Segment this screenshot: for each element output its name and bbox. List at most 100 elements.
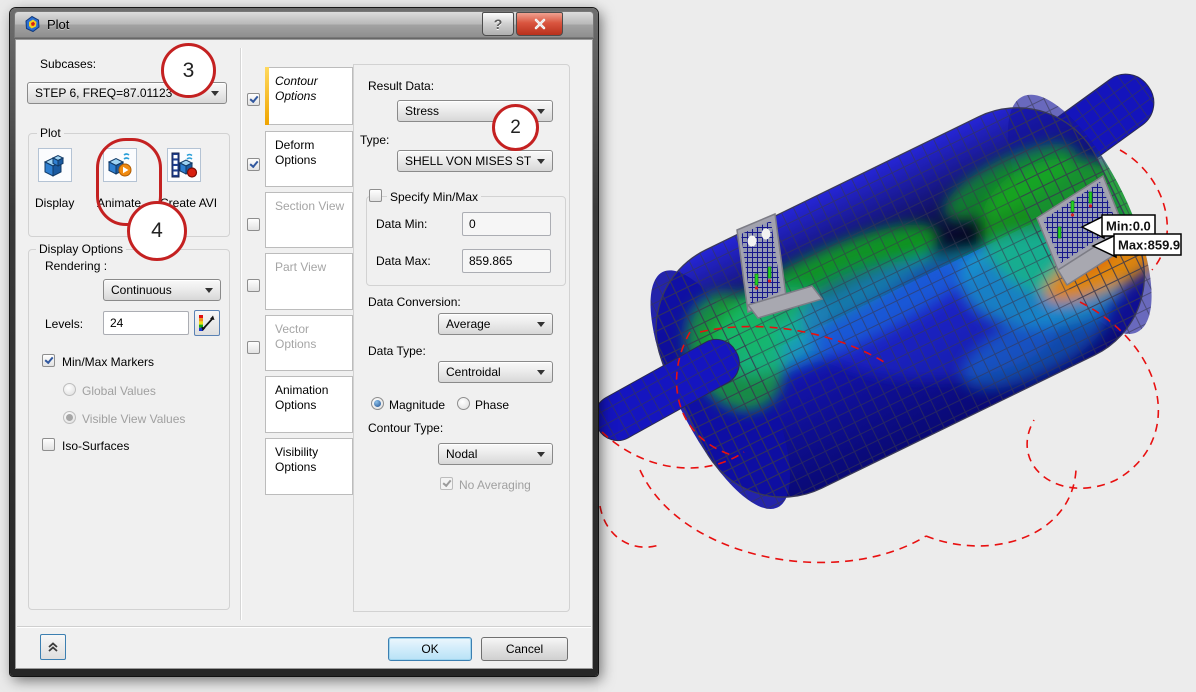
close-button[interactable] [516, 12, 563, 36]
subcases-value: STEP 6, FREQ=87.01123 [35, 86, 173, 100]
tab-contour-checkbox[interactable] [247, 93, 260, 106]
no-averaging-checkbox [440, 477, 453, 490]
chevron-up-double-icon [48, 642, 58, 652]
dropdown-arrow-icon [537, 109, 545, 118]
data-min-label: Data Min: [376, 217, 428, 231]
dropdown-arrow-icon [205, 288, 213, 297]
result-data-value: Stress [405, 104, 440, 118]
left-pipe [598, 338, 740, 442]
tab-part-checkbox[interactable] [247, 279, 260, 292]
rendering-value: Continuous [111, 283, 172, 297]
iso-surfaces-checkbox[interactable] [42, 438, 55, 451]
tab-animation-options[interactable]: Animation Options [265, 376, 353, 433]
rendering-dropdown[interactable]: Continuous [103, 279, 221, 301]
color-palette-arrow-icon [199, 315, 215, 331]
dropdown-arrow-icon [537, 452, 545, 461]
contour-type-label: Contour Type: [368, 421, 444, 435]
minmax-markers-checkbox[interactable] [42, 354, 55, 367]
data-conversion-label: Data Conversion: [368, 295, 461, 309]
minmax-markers-label[interactable]: Min/Max Markers [62, 355, 155, 369]
global-values-radio[interactable] [63, 383, 76, 396]
data-type-label: Data Type: [368, 344, 426, 358]
ok-button[interactable]: OK [388, 637, 472, 661]
data-max-input[interactable]: 859.865 [462, 249, 551, 273]
dropdown-arrow-icon [211, 91, 219, 100]
data-type-value: Centroidal [446, 365, 501, 379]
tab-visibility-options[interactable]: Visibility Options [265, 438, 353, 495]
data-max-value: 859.865 [469, 254, 513, 268]
annotation-circle-3: 3 [161, 43, 216, 98]
dropdown-arrow-icon [537, 322, 545, 331]
display-plot-button[interactable] [38, 148, 72, 182]
min-callout-label: Min:0.0 [1106, 219, 1151, 234]
tab-label: Contour Options [275, 74, 318, 103]
tab-vector-options[interactable]: Vector Options [265, 315, 353, 371]
close-icon [534, 18, 545, 30]
phase-label[interactable]: Phase [475, 398, 510, 412]
collapse-dialog-button[interactable] [40, 634, 66, 660]
help-button[interactable]: ? [482, 12, 514, 36]
data-min-value: 0 [469, 217, 476, 231]
footer-separator [17, 626, 591, 627]
display-options-group-box [28, 249, 230, 610]
max-callout-label: Max:859.9 [1118, 238, 1180, 253]
display-button-label[interactable]: Display [35, 196, 75, 210]
result-data-label: Result Data: [368, 79, 435, 93]
data-min-input[interactable]: 0 [462, 212, 551, 236]
cancel-button[interactable]: Cancel [481, 637, 568, 661]
tab-deform-checkbox[interactable] [247, 158, 260, 171]
tab-label: Deform Options [275, 138, 317, 167]
annotation-number: 2 [510, 116, 521, 138]
no-averaging-label: No Averaging [459, 478, 531, 492]
create-avi-icon [171, 152, 198, 178]
levels-input[interactable]: 24 [103, 311, 189, 335]
type-label: Type: [360, 133, 390, 147]
tab-part-view[interactable]: Part View [265, 253, 353, 310]
tab-section-view[interactable]: Section View [265, 192, 353, 248]
muffler-body [650, 94, 1176, 509]
dropdown-arrow-icon [537, 159, 545, 168]
iso-surfaces-label[interactable]: Iso-Surfaces [62, 439, 130, 453]
levels-value: 24 [110, 316, 124, 330]
left-bracket-constraint-markers [754, 266, 772, 290]
annotation-number: 3 [182, 58, 195, 82]
tab-label: Vector Options [275, 322, 317, 351]
specify-minmax-label[interactable]: Specify Min/Max [387, 190, 482, 204]
phase-radio[interactable] [457, 397, 470, 410]
type-dropdown[interactable]: SHELL VON MISES ST [397, 150, 553, 172]
data-type-dropdown[interactable]: Centroidal [438, 361, 553, 383]
create-avi-button[interactable] [167, 148, 201, 182]
min-callout: Min:0.0 [1080, 214, 1156, 240]
subcases-label: Subcases: [40, 57, 97, 71]
display-options-title: Display Options [36, 242, 127, 256]
dropdown-arrow-icon [537, 370, 545, 379]
tab-label: Section View [275, 199, 345, 213]
display-plot-icon [43, 154, 65, 177]
annotation-circle-4: 4 [127, 201, 187, 261]
global-values-label: Global Values [82, 384, 156, 398]
visible-view-values-label: Visible View Values [82, 412, 186, 426]
tab-section-checkbox[interactable] [247, 218, 260, 231]
data-conversion-value: Average [446, 317, 491, 331]
plot-group-title: Plot [37, 126, 64, 140]
type-value: SHELL VON MISES ST [405, 154, 532, 168]
help-icon: ? [493, 16, 503, 32]
tab-contour-options[interactable]: Contour Options [265, 67, 353, 125]
model-viewport[interactable]: Min:0.0 Max:859.9 [598, 0, 1196, 692]
tab-deform-options[interactable]: Deform Options [265, 131, 353, 187]
right-bracket-constraint-markers [1057, 191, 1093, 239]
magnitude-radio[interactable] [371, 397, 384, 410]
tab-vector-checkbox[interactable] [247, 341, 260, 354]
magnitude-label[interactable]: Magnitude [389, 398, 446, 412]
annotation-number: 4 [151, 219, 163, 242]
visible-view-values-radio[interactable] [63, 411, 76, 424]
max-callout: Max:859.9 [1091, 233, 1182, 259]
specify-minmax-checkbox[interactable] [369, 189, 382, 202]
data-conversion-dropdown[interactable]: Average [438, 313, 553, 335]
annotation-circle-2: 2 [492, 104, 539, 151]
levels-palette-button[interactable] [194, 310, 220, 336]
panel-divider [240, 48, 241, 620]
tab-label: Animation Options [275, 383, 329, 412]
contour-type-dropdown[interactable]: Nodal [438, 443, 553, 465]
